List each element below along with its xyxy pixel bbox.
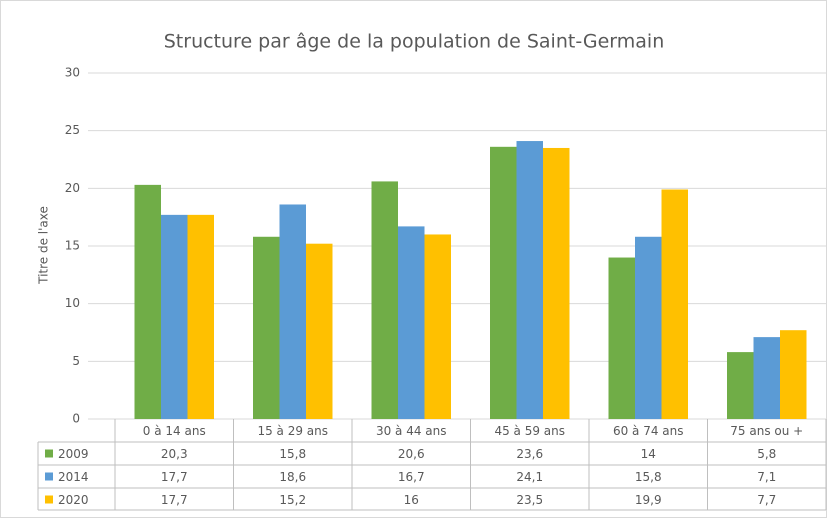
table-value: 5,8: [757, 447, 776, 461]
y-tick-label: 25: [65, 123, 80, 137]
table-value: 18,6: [279, 470, 306, 484]
y-tick-label: 20: [65, 181, 80, 195]
bar: [306, 243, 333, 419]
legend-label: 2014: [58, 470, 89, 484]
bar: [279, 204, 306, 419]
bar: [753, 337, 780, 419]
bar: [253, 236, 280, 419]
table-value: 20,3: [161, 447, 188, 461]
y-axis-title: Titre de l'axe: [37, 206, 51, 285]
legend-key: [45, 449, 53, 458]
chart-title: Structure par âge de la population de Sa…: [164, 31, 665, 53]
x-tick-label: 15 à 29 ans: [257, 424, 328, 438]
bar: [187, 214, 214, 419]
table-value: 20,6: [398, 447, 425, 461]
bar: [490, 146, 517, 419]
bar: [661, 189, 688, 419]
bar: [543, 147, 570, 419]
bar: [635, 236, 662, 419]
bar: [516, 141, 543, 419]
y-tick-label: 5: [72, 354, 80, 368]
x-tick-label: 60 à 74 ans: [613, 424, 684, 438]
table-value: 17,7: [161, 493, 188, 507]
x-tick-label: 30 à 44 ans: [376, 424, 447, 438]
x-tick-label: 75 ans ou +: [730, 424, 803, 438]
table-value: 7,1: [757, 470, 776, 484]
table-value: 15,8: [279, 447, 306, 461]
table-value: 16,7: [398, 470, 425, 484]
table-value: 23,5: [516, 493, 543, 507]
bar: [371, 181, 398, 419]
bar: [727, 352, 754, 419]
table-value: 19,9: [635, 493, 662, 507]
legend-key: [45, 472, 53, 481]
bar: [608, 257, 635, 419]
y-tick-label: 10: [65, 296, 80, 310]
y-tick-label: 0: [72, 412, 80, 426]
legend-label: 2009: [58, 447, 89, 461]
legend-label: 2020: [58, 493, 89, 507]
table-value: 23,6: [516, 447, 543, 461]
y-tick-label: 15: [65, 239, 80, 253]
table-value: 17,7: [161, 470, 188, 484]
table-value: 24,1: [516, 470, 543, 484]
x-tick-label: 45 à 59 ans: [494, 424, 565, 438]
table-value: 16: [404, 493, 419, 507]
table-value: 15,2: [279, 493, 306, 507]
y-tick-label: 30: [65, 66, 80, 80]
table-value: 15,8: [635, 470, 662, 484]
bar: [134, 184, 161, 419]
bar: [424, 234, 451, 419]
bar: [161, 214, 188, 419]
x-tick-label: 0 à 14 ans: [143, 424, 206, 438]
table-value: 14: [641, 447, 656, 461]
bar: [398, 226, 425, 419]
legend-key: [45, 495, 53, 504]
bar: [780, 330, 807, 419]
table-value: 7,7: [757, 493, 776, 507]
